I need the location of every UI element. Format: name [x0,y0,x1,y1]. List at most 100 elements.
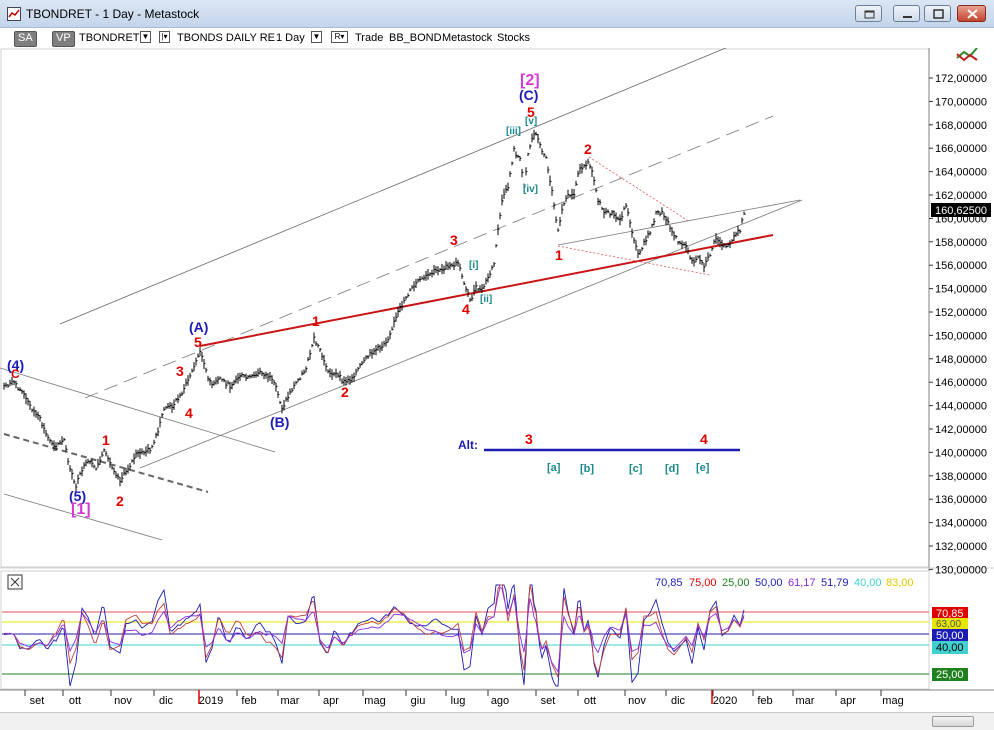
metastock-app-icon [7,7,21,21]
chart-tools-icon[interactable] [956,48,978,62]
wave-label-5-b: 5 [527,104,535,120]
time-tick-label: 2019 [199,695,223,707]
alt-wave-e: [e] [696,462,710,474]
market-label: Stocks [497,32,531,44]
indicator-value: 40,00 [854,577,882,589]
wave-labels: (4) C (5) [1] 1 2 3 4 5 (A) (B) 1 2 3 4 … [7,72,710,518]
wave-label-2-c: 2 [584,141,592,157]
time-tick-label: ott [584,695,596,707]
wave-label-A-paren: (A) [189,319,208,335]
chart-toolbar: SA VP TBONDRET ▼ |▾ TBONDS DAILY RE 1 Da… [0,28,994,48]
time-tick-label: set [30,695,45,707]
wave-label-2-bracket: [2] [520,72,540,89]
time-tick-label: mar [796,695,815,707]
indicator-level-tag [932,629,968,642]
symbol-dropdown-icon[interactable]: ▼ [140,31,151,43]
wave-label-i-bracket: [i] [469,260,478,271]
price-tick-label: 152,00000 [935,307,987,319]
indicator-level-label: 70,85 [936,608,964,620]
time-tick-label: mag [882,695,903,707]
time-tick-label: giu [411,695,426,707]
vp-button[interactable]: VP [52,31,75,47]
time-tick-label: ago [491,695,509,707]
price-chart[interactable]: 172,00000 170,00000 168,00000 166,00000 164,… [0,48,994,712]
sa-button[interactable]: SA [14,31,37,47]
refresh-dropdown-icon[interactable]: R▾ [331,31,348,43]
wave-label-iii-bracket: [iii] [506,126,521,137]
price-tick-label: 136,00000 [935,494,987,506]
maximize-icon [933,9,944,19]
security-name[interactable]: TBONDS DAILY RE [177,32,276,44]
price-tick-label: 150,00000 [935,330,987,342]
security-dropdown-icon[interactable]: |▾ [159,31,170,43]
price-tick-label: 140,00000 [935,447,987,459]
chart-area[interactable]: 172,00000 170,00000 168,00000 166,00000 164,… [0,48,994,712]
time-tick-label: dic [159,695,174,707]
time-tick-label: set [541,695,556,707]
wave-label-2-a: 2 [116,493,124,509]
price-tick-label: 164,00000 [935,167,987,179]
wave-label-v-bracket: [v] [525,116,537,127]
wave-label-1-b: 1 [312,313,320,329]
indicator-lines [2,583,929,687]
red-trend-line [199,234,774,347]
time-tick-label: ott [69,695,81,707]
alt-wave-a: [a] [547,462,561,474]
window-title: TBONDRET - 1 Day - Metastock [26,7,200,21]
time-tick-label: feb [757,695,772,707]
window-titlebar: TBONDRET - 1 Day - Metastock [0,0,994,28]
price-tick-label: 146,00000 [935,377,987,389]
time-tick-label: lug [451,695,466,707]
minimize-icon [903,16,912,18]
price-tick-label: 130,00000 [935,564,987,576]
datafeed-label: Metastock [442,32,493,44]
indicator-value: 50,00 [755,577,783,589]
price-tick-label: 172,00000 [935,73,987,85]
price-tick-label: 138,00000 [935,471,987,483]
close-button[interactable] [957,5,986,22]
time-tick-label: apr [840,695,856,707]
price-tick-label: 154,00000 [935,284,987,296]
price-tick-label: 168,00000 [935,120,987,132]
price-tick-label: 162,00000 [935,190,987,202]
scrollbar-thumb[interactable] [932,716,974,727]
alt-label: Alt: [458,438,478,452]
trade-button[interactable]: Trade [355,32,384,44]
alt-wave-b: [b] [580,463,594,475]
wave-label-4-a: 4 [185,405,193,421]
indicator-value: 70,85 [655,577,683,589]
price-tick-label: 148,00000 [935,354,987,366]
indicator-value-readout: 70,85 75,00 25,00 50,00 61,17 51,79 40,00 83,00 [655,577,914,589]
indicator-value: 75,00 [689,577,717,589]
wave-label-1-a: 1 [102,432,110,448]
alt-wave-c: [c] [629,463,643,475]
time-tick-label: nov [114,695,132,707]
time-axis: set ott nov dic 2019 feb mar apr mag giu lug ago set… [24,690,904,707]
restore-chart-button[interactable] [855,5,882,22]
price-tick-label: 134,00000 [935,518,987,530]
symbol-selector[interactable]: TBONDRET [79,32,140,44]
maximize-button[interactable] [924,5,951,22]
indicator-level-label: 50,00 [936,630,964,642]
periodicity-dropdown-icon[interactable]: ▼ [311,31,322,43]
price-axis: 172,00000 170,00000 168,00000 166,00000 164,… [929,73,991,576]
price-tick-label: 132,00000 [935,541,987,553]
wave-label-c-small: C [11,367,20,381]
wave-label-2-b: 2 [341,384,349,400]
horizontal-scrollbar[interactable] [0,712,994,730]
indicator-window-button[interactable] [7,574,23,590]
wave-label-4-b: 4 [462,301,470,317]
price-tick-label: 144,00000 [935,401,987,413]
minimize-button[interactable] [893,5,920,22]
price-tick-label: 158,00000 [935,237,987,249]
wave-label-B-paren: (B) [270,414,289,430]
indicator-level-tag [932,641,968,654]
close-icon [967,9,978,19]
time-tick-label: dic [671,695,686,707]
channel-lines [0,48,803,541]
indicator-value: 51,79 [821,577,849,589]
periodicity-selector[interactable]: 1 Day [276,32,305,44]
wave-label-iv-bracket: [iv] [523,184,538,195]
price-tick-label: 142,00000 [935,424,987,436]
